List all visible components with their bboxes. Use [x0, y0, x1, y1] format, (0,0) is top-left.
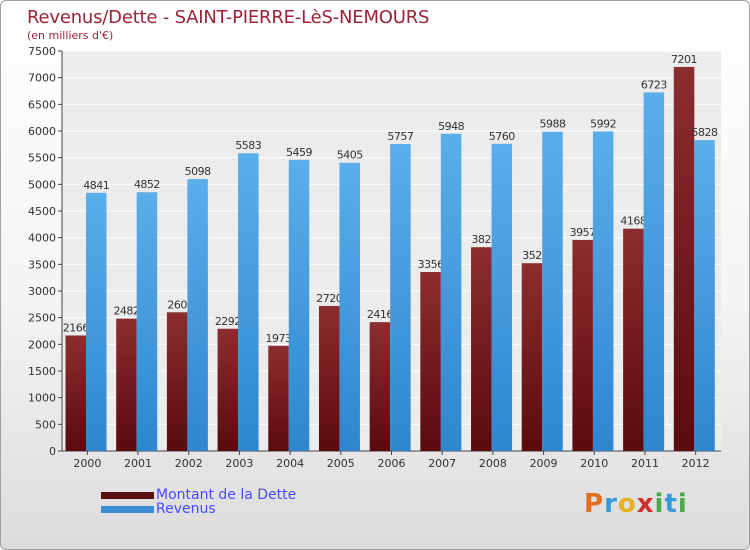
y-tick-label: 5500 [28, 152, 56, 165]
data-label-revenus: 5583 [235, 139, 261, 152]
y-tick-label: 3500 [28, 258, 56, 271]
x-tick-label: 2009 [530, 457, 558, 470]
bar-dette [65, 335, 86, 451]
bar-revenus [491, 143, 513, 452]
bar-revenus [592, 131, 614, 451]
legend-label-dette: Montant de la Dette [156, 487, 297, 503]
data-label-dette: 2292 [215, 315, 241, 328]
data-label-revenus: 5757 [387, 130, 413, 143]
y-tick-label: 6000 [28, 125, 56, 138]
data-label-dette: 4168 [620, 215, 646, 228]
legend-swatch-dette [101, 491, 154, 499]
proxiti-logo: Proxiti [584, 489, 688, 519]
x-tick-label: 2010 [580, 457, 608, 470]
chart-title: Revenus/Dette - SAINT-PIERRE-LèS-NEMOURS [27, 7, 430, 28]
legend-label-revenus: Revenus [156, 501, 216, 517]
data-label-dette: 2720 [316, 292, 342, 305]
data-label-revenus: 6723 [641, 78, 667, 91]
bar-dette [268, 345, 289, 451]
data-label-dette: 352 [522, 249, 542, 262]
bar-dette [166, 312, 188, 451]
data-label-revenus: 5459 [286, 146, 312, 159]
y-tick-label: 4000 [28, 232, 56, 245]
legend-item-dette: Montant de la Dette [101, 487, 297, 503]
data-label-dette: 3356 [418, 258, 444, 271]
bar-dette [420, 272, 441, 451]
x-tick-label: 2002 [175, 457, 203, 470]
data-label-revenus: 5098 [185, 165, 211, 178]
bar-dette [471, 247, 492, 451]
bar-revenus [288, 159, 310, 451]
y-tick-label: 3000 [28, 285, 56, 298]
data-label-dette: 260 [167, 298, 187, 311]
data-label-dette: 3957 [570, 226, 596, 239]
y-tick-label: 2000 [28, 338, 56, 351]
y-tick-label: 5000 [28, 178, 56, 191]
data-label-revenus: 5992 [590, 117, 616, 130]
bar-dette [623, 228, 644, 451]
y-tick-label: 6500 [28, 98, 56, 111]
bar-revenus [86, 192, 107, 451]
x-tick-label: 2004 [276, 457, 304, 470]
data-label-revenus: 5760 [489, 130, 515, 143]
data-label-dette: 2482 [113, 305, 139, 318]
bar-revenus [136, 192, 158, 451]
x-tick-label: 2011 [631, 457, 659, 470]
data-label-revenus: 4841 [83, 179, 109, 192]
x-tick-label: 2007 [428, 457, 456, 470]
bar-dette [369, 322, 391, 451]
data-label-revenus: 5988 [539, 118, 565, 131]
y-tick-label: 7500 [28, 45, 56, 58]
bar-revenus [643, 92, 665, 451]
bar-revenus [339, 162, 360, 451]
data-label-dette: 2416 [367, 308, 393, 321]
bar-revenus [390, 143, 411, 451]
data-label-revenus: 5405 [337, 149, 363, 162]
bar-dette [673, 66, 695, 452]
y-tick-label: 7000 [28, 72, 56, 85]
y-tick-label: 500 [35, 418, 56, 431]
x-tick-label: 2005 [327, 457, 355, 470]
data-label-revenus: 5948 [438, 120, 464, 133]
data-label-dette: 1973 [266, 332, 292, 345]
bar-revenus [694, 140, 715, 451]
bar-dette [521, 263, 543, 451]
data-label-dette: 382 [472, 233, 492, 246]
y-tick-label: 4500 [28, 205, 56, 218]
x-tick-label: 2012 [682, 457, 710, 470]
x-tick-label: 2003 [225, 457, 253, 470]
data-label-revenus: 4852 [134, 178, 160, 191]
x-tick-label: 2006 [378, 457, 406, 470]
data-label-dette: 2166 [63, 321, 89, 334]
y-tick-label: 2500 [28, 312, 56, 325]
bar-dette [116, 318, 137, 451]
bar-dette [572, 239, 593, 451]
legend-swatch-revenus [101, 505, 154, 513]
y-tick-label: 1000 [28, 392, 56, 405]
x-tick-label: 2008 [479, 457, 507, 470]
y-tick-label: 0 [49, 445, 56, 458]
y-tick-label: 1500 [28, 365, 56, 378]
x-tick-label: 2001 [124, 457, 152, 470]
legend-item-revenus: Revenus [101, 501, 216, 517]
x-tick-label: 2000 [73, 457, 101, 470]
data-label-revenus: 5828 [692, 126, 718, 139]
bar-revenus [542, 131, 563, 451]
chart-subtitle: (en milliers d'€) [27, 29, 114, 42]
bar-dette [217, 328, 239, 451]
bar-dette [318, 305, 340, 451]
bar-revenus [440, 133, 462, 452]
data-label-dette: 7201 [671, 53, 697, 66]
bar-revenus [238, 153, 259, 452]
bar-revenus [187, 179, 208, 451]
